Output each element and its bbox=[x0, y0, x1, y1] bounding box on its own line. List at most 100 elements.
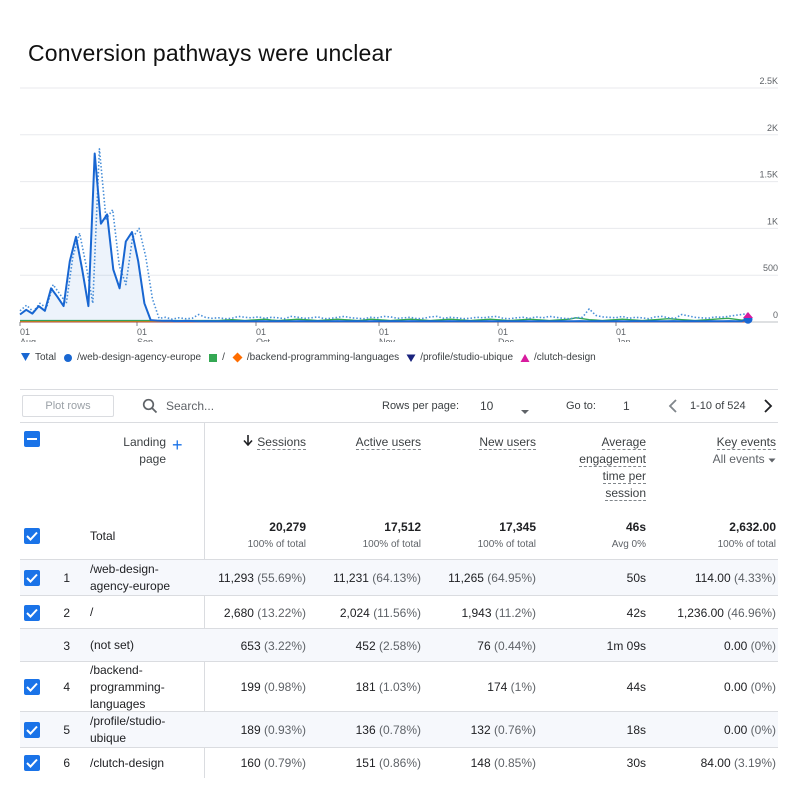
table-row[interactable]: 3 (not set) 653 (3.22%) 452 (2.58%) 76 (0.44… bbox=[20, 628, 778, 661]
landing-page-header[interactable]: Landing page bbox=[123, 435, 166, 466]
landing-page-cell[interactable]: /web-design-agency-europe bbox=[90, 562, 171, 593]
triangle-down-icon bbox=[406, 354, 416, 362]
x-tick-label: Sep bbox=[137, 337, 153, 342]
sessions-header[interactable]: Sessions bbox=[234, 434, 306, 451]
cell-eng: 50s bbox=[626, 571, 646, 585]
goto-input[interactable]: 1 bbox=[623, 399, 630, 413]
total-row: Total 20,279 100% of total 17,512 100% of to… bbox=[20, 507, 778, 559]
landing-page-cell[interactable]: / bbox=[90, 605, 94, 619]
cell-key: 84.00 (3.19%) bbox=[700, 756, 776, 770]
table-row[interactable]: 4/backend-programming-languages 199 (0.98… bbox=[20, 661, 778, 711]
square-icon bbox=[209, 353, 218, 362]
cell-key: 0.00 (0%) bbox=[723, 723, 776, 737]
row-checkbox[interactable] bbox=[24, 604, 40, 621]
cell-sessions: 199 (0.98%) bbox=[240, 680, 306, 694]
table-row[interactable]: 5/profile/studio-ubique 189 (0.93%) 136 (0… bbox=[20, 711, 778, 747]
table-row[interactable]: 2 / 2,680 (13.22%) 2,024 (11.56%) 1,943 (11.… bbox=[20, 595, 778, 628]
legend-item[interactable]: /backend-programming-languages bbox=[232, 352, 399, 363]
cell-new: 11,265 (64.95%) bbox=[448, 571, 536, 585]
cell-eng: 42s bbox=[626, 605, 646, 620]
cell-key: 0.00 (0%) bbox=[723, 680, 776, 694]
cell-sessions: 189 (0.93%) bbox=[240, 723, 306, 737]
key-events-header[interactable]: Key events All events bbox=[680, 434, 776, 468]
cell-eng: 18s bbox=[626, 723, 646, 737]
x-tick-label: Jan bbox=[616, 337, 631, 342]
rows-per-page-select[interactable]: 10 bbox=[480, 399, 494, 413]
cell-active: 181 (1.03%) bbox=[355, 680, 421, 694]
table-header: Landing page + Sessions Active users New… bbox=[20, 423, 778, 778]
row-checkbox[interactable] bbox=[24, 755, 40, 771]
check-icon bbox=[26, 531, 38, 541]
series-line bbox=[20, 317, 749, 322]
cell-eng: 44s bbox=[626, 680, 646, 694]
total-checkbox[interactable] bbox=[24, 528, 40, 544]
caret-down-icon[interactable] bbox=[520, 404, 530, 418]
row-checkbox[interactable] bbox=[24, 679, 40, 695]
series-end-marker bbox=[743, 312, 753, 318]
row-checkbox[interactable] bbox=[24, 570, 40, 586]
cell-sessions: 2,680 (13.22%) bbox=[223, 605, 306, 620]
y-tick-label: 1K bbox=[767, 216, 778, 226]
series-area bbox=[20, 153, 151, 322]
legend-item[interactable]: /profile/studio-ubique bbox=[406, 352, 513, 363]
total-key_events: 2,632.00 bbox=[729, 520, 776, 534]
search-icon[interactable] bbox=[142, 398, 158, 414]
landing-page-cell[interactable]: /profile/studio-ubique bbox=[90, 714, 166, 745]
series-line bbox=[19, 148, 749, 320]
total-active_users: 17,512 bbox=[384, 520, 421, 534]
avg-engagement-header[interactable]: Average engagement time per session bbox=[579, 435, 646, 501]
row-index: 4 bbox=[63, 680, 70, 694]
cell-active: 452 (2.58%) bbox=[355, 638, 421, 653]
select-all-checkbox[interactable] bbox=[24, 431, 40, 447]
legend-item[interactable]: /clutch-design bbox=[520, 352, 596, 363]
cell-active: 151 (0.86%) bbox=[355, 756, 421, 770]
x-tick-label: 01 bbox=[137, 327, 147, 337]
x-tick-label: Aug bbox=[20, 337, 36, 342]
add-dimension-icon[interactable]: + bbox=[172, 435, 183, 455]
table-row[interactable]: 1/web-design-agency-europe 11,293 (55.69%… bbox=[20, 559, 778, 595]
page-title: Conversion pathways were unclear bbox=[28, 40, 393, 66]
chevron-right-icon[interactable] bbox=[762, 399, 774, 416]
x-tick-label: Dec bbox=[498, 337, 515, 342]
legend-label: /clutch-design bbox=[534, 352, 596, 363]
legend-label: / bbox=[222, 352, 225, 363]
legend-item[interactable]: Total bbox=[20, 352, 56, 363]
check-icon bbox=[26, 682, 38, 692]
sort-down-icon bbox=[243, 434, 253, 451]
chevron-left-icon[interactable] bbox=[667, 399, 679, 416]
row-index: 3 bbox=[63, 638, 70, 653]
line-chart[interactable]: 05001K1.5K2K2.5K01Aug01Sep01Oct01Nov01De… bbox=[0, 72, 800, 342]
check-icon bbox=[26, 758, 38, 768]
total-new_users-sub: 100% of total bbox=[477, 539, 536, 550]
pin-icon bbox=[21, 353, 30, 361]
x-tick-label: Nov bbox=[379, 337, 396, 342]
x-tick-label: 01 bbox=[498, 327, 508, 337]
x-tick-label: Oct bbox=[256, 337, 271, 342]
cell-active: 2,024 (11.56%) bbox=[339, 605, 421, 620]
search-input[interactable]: Search... bbox=[166, 399, 215, 413]
cell-new: 1,943 (11.2%) bbox=[461, 605, 536, 620]
data-table: Landing page + Sessions Active users New… bbox=[20, 423, 778, 778]
active-users-header[interactable]: Active users bbox=[355, 435, 421, 450]
cell-new: 76 (0.44%) bbox=[477, 638, 536, 653]
legend-item[interactable]: /web-design-agency-europe bbox=[63, 352, 201, 363]
table-row[interactable]: 6/clutch-design 160 (0.79%) 151 (0.86%) 148… bbox=[20, 747, 778, 777]
landing-page-cell[interactable]: /clutch-design bbox=[90, 755, 165, 770]
cell-eng: 1m 09s bbox=[606, 638, 646, 653]
total-label: Total bbox=[90, 529, 116, 543]
legend-label: Total bbox=[35, 352, 57, 363]
total-sessions: 20,279 bbox=[269, 520, 306, 534]
cell-eng: 30s bbox=[626, 756, 646, 770]
legend-item[interactable]: / bbox=[208, 352, 225, 363]
plot-rows-button[interactable]: Plot rows bbox=[22, 395, 114, 417]
row-checkbox[interactable] bbox=[24, 722, 40, 738]
check-icon bbox=[26, 608, 38, 618]
landing-page-cell[interactable]: /backend-programming-languages bbox=[90, 662, 165, 711]
landing-page-cell[interactable]: (not set) bbox=[90, 638, 135, 652]
new-users-header[interactable]: New users bbox=[479, 435, 536, 450]
y-tick-label: 2.5K bbox=[759, 76, 778, 86]
key-events-dropdown[interactable]: All events bbox=[680, 451, 776, 468]
cell-active: 136 (0.78%) bbox=[355, 723, 421, 737]
cell-key: 0.00 (0%) bbox=[723, 638, 776, 653]
cell-sessions: 160 (0.79%) bbox=[240, 756, 306, 770]
